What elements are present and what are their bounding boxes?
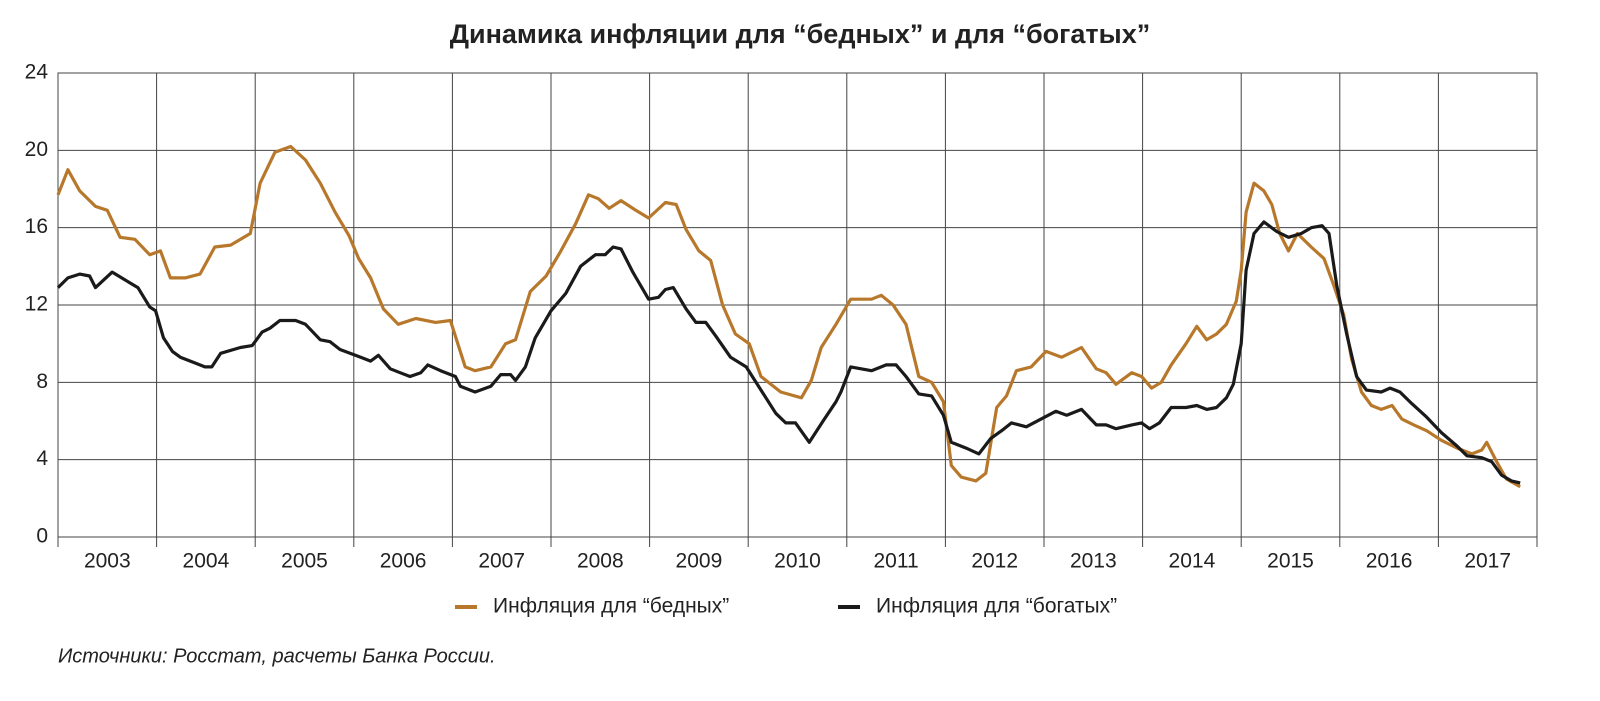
y-tick-label: 4 bbox=[36, 447, 48, 470]
x-tick-label: 2012 bbox=[971, 550, 1018, 573]
x-tick-label: 2015 bbox=[1267, 550, 1314, 573]
x-tick-label: 2013 bbox=[1070, 550, 1117, 573]
y-tick-label: 0 bbox=[36, 525, 48, 548]
plot-frame bbox=[57, 72, 1538, 538]
chart-title: Динамика инфляции для “бедных” и для “бо… bbox=[450, 19, 1150, 49]
legend-label: Инфляция для “бедных” bbox=[493, 595, 729, 618]
y-tick-label: 20 bbox=[25, 138, 48, 161]
x-tick-label: 2014 bbox=[1169, 550, 1216, 573]
y-tick-label: 12 bbox=[25, 293, 48, 316]
x-tick-label: 2007 bbox=[478, 550, 525, 573]
line-series bbox=[56, 144, 1521, 489]
line-series bbox=[56, 220, 1521, 485]
x-tick-label: 2016 bbox=[1366, 550, 1413, 573]
legend-label: Инфляция для “богатых” bbox=[876, 595, 1117, 618]
x-tick-label: 2009 bbox=[676, 550, 723, 573]
x-tick-label: 2005 bbox=[281, 550, 328, 573]
x-tick-label: 2006 bbox=[380, 550, 427, 573]
x-tick-label: 2004 bbox=[183, 550, 230, 573]
x-tick-label: 2011 bbox=[874, 550, 919, 573]
x-tick-label: 2008 bbox=[577, 550, 624, 573]
x-tick-label: 2010 bbox=[774, 550, 821, 573]
x-tick-label: 2017 bbox=[1464, 550, 1511, 573]
y-tick-label: 24 bbox=[25, 61, 49, 84]
source-note: Источники: Росстат, расчеты Банка России… bbox=[58, 645, 496, 667]
y-tick-label: 16 bbox=[25, 215, 48, 238]
y-tick-label: 8 bbox=[36, 370, 48, 393]
x-tick-label: 2003 bbox=[84, 550, 131, 573]
